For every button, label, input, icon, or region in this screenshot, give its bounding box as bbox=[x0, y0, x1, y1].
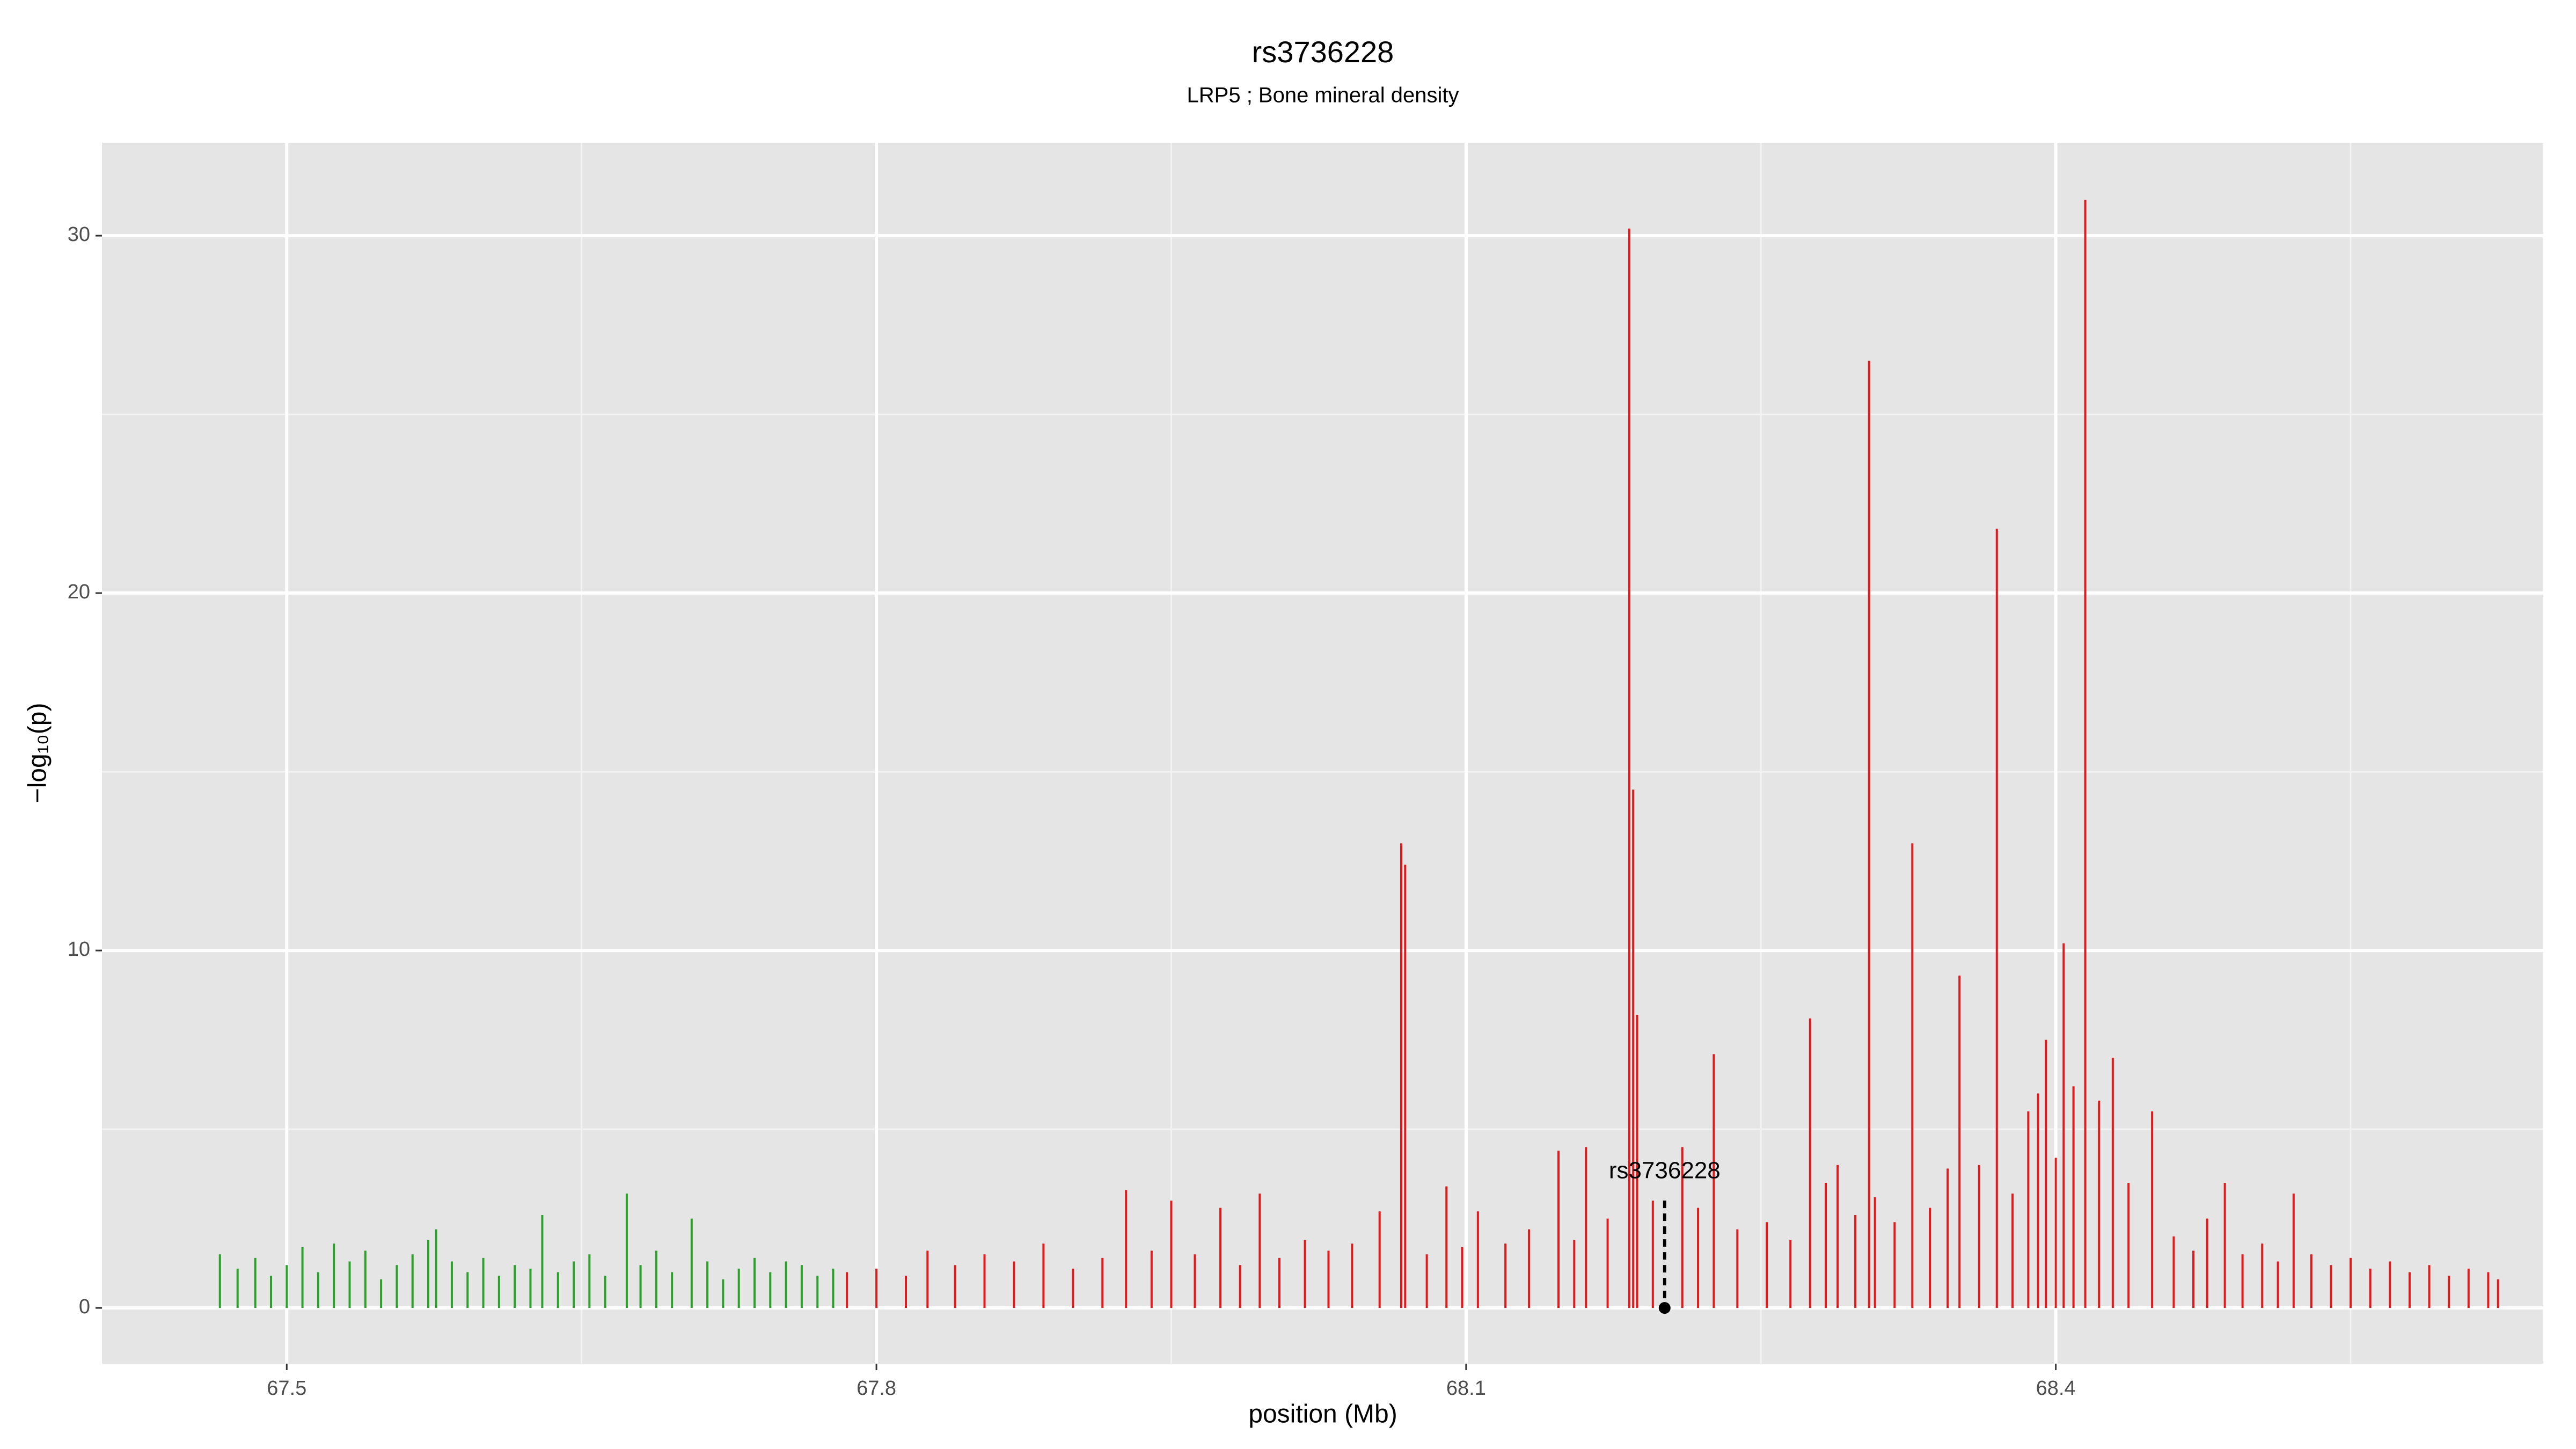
chart-title: rs3736228 bbox=[1252, 35, 1394, 69]
y-tick-label: 10 bbox=[68, 938, 90, 961]
axes: 67.5 67.8 68.1 68.4 0 10 20 30 bbox=[68, 223, 2076, 1400]
annotation-label: rs3736228 bbox=[1609, 1158, 1721, 1184]
x-tick-label: 68.1 bbox=[1446, 1377, 1486, 1400]
grid bbox=[102, 143, 2543, 1364]
chart-subtitle: LRP5 ; Bone mineral density bbox=[1187, 84, 1459, 107]
y-tick-label: 20 bbox=[68, 581, 90, 603]
x-tick-label: 67.5 bbox=[267, 1377, 306, 1400]
y-axis-label: −log₁₀(p) bbox=[24, 703, 52, 803]
y-tick-label: 30 bbox=[68, 223, 90, 246]
annotation: rs3736228 bbox=[1609, 1158, 1721, 1314]
annotation-point bbox=[1658, 1302, 1671, 1314]
x-tick-label: 68.4 bbox=[2036, 1377, 2076, 1400]
x-tick-label: 67.8 bbox=[857, 1377, 896, 1400]
spikes bbox=[218, 200, 2499, 1308]
x-axis-label: position (Mb) bbox=[1248, 1400, 1397, 1429]
y-tick-label: 0 bbox=[79, 1296, 90, 1318]
plot-panel bbox=[102, 143, 2543, 1364]
